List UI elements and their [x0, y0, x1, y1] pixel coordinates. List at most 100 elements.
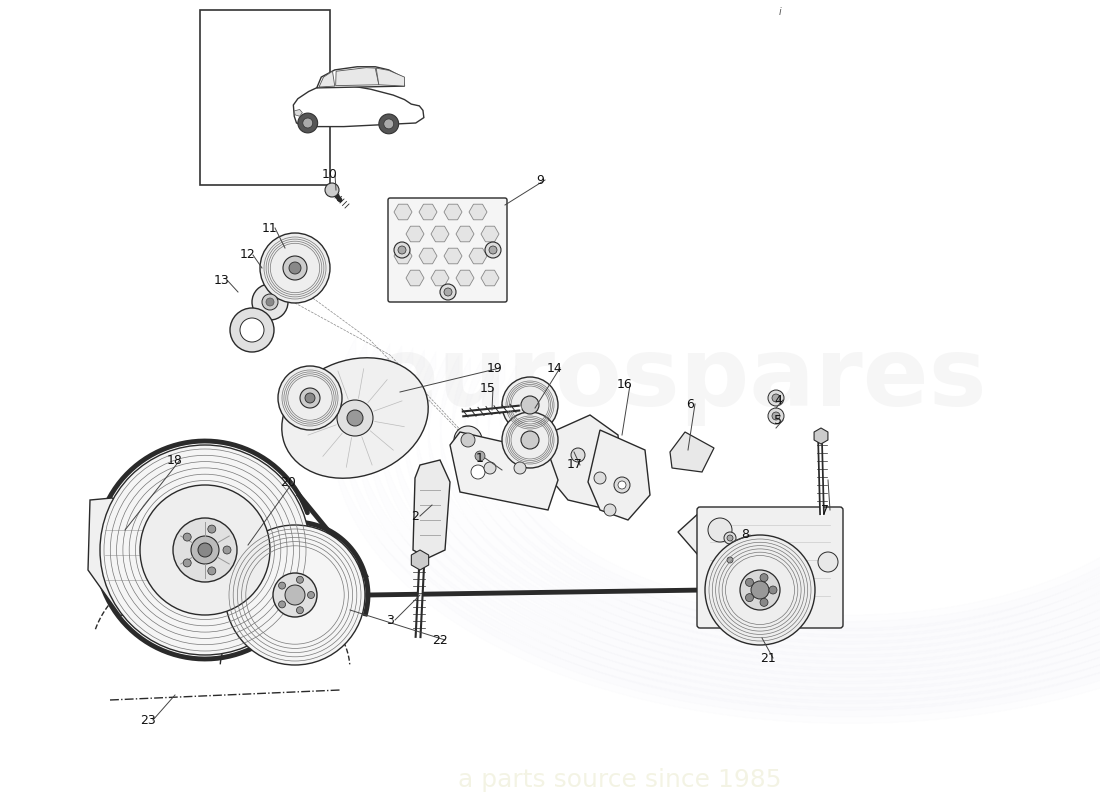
Circle shape: [502, 412, 558, 468]
Circle shape: [240, 318, 264, 342]
Circle shape: [454, 426, 482, 454]
Text: 5: 5: [774, 414, 782, 426]
Circle shape: [223, 546, 231, 554]
Circle shape: [614, 477, 630, 493]
Text: 8: 8: [741, 529, 749, 542]
Circle shape: [708, 518, 732, 542]
Text: 19: 19: [487, 362, 503, 374]
Circle shape: [260, 233, 330, 303]
Circle shape: [604, 504, 616, 516]
Circle shape: [230, 308, 274, 352]
Text: 20: 20: [280, 475, 296, 489]
Circle shape: [740, 570, 780, 610]
Bar: [200, 10, 330, 185]
Circle shape: [618, 481, 626, 489]
Text: 2: 2: [411, 510, 419, 522]
Circle shape: [266, 298, 274, 306]
Circle shape: [278, 582, 286, 589]
Text: 16: 16: [617, 378, 632, 391]
Circle shape: [705, 535, 815, 645]
Circle shape: [724, 532, 736, 544]
Polygon shape: [670, 432, 714, 472]
Text: 14: 14: [547, 362, 563, 374]
FancyBboxPatch shape: [388, 198, 507, 302]
Text: i: i: [779, 7, 781, 17]
Circle shape: [346, 410, 363, 426]
Circle shape: [296, 576, 304, 583]
Circle shape: [772, 394, 780, 402]
Circle shape: [727, 557, 733, 563]
Circle shape: [760, 574, 768, 582]
Text: 18: 18: [167, 454, 183, 466]
Circle shape: [594, 472, 606, 484]
Circle shape: [324, 183, 339, 197]
Circle shape: [302, 118, 312, 128]
Polygon shape: [412, 460, 450, 558]
Circle shape: [184, 533, 191, 541]
Circle shape: [772, 412, 780, 420]
Circle shape: [384, 119, 394, 129]
Circle shape: [475, 451, 485, 461]
Circle shape: [394, 242, 410, 258]
Circle shape: [751, 581, 769, 599]
Text: 4: 4: [774, 394, 782, 406]
Polygon shape: [450, 432, 558, 510]
Circle shape: [278, 601, 286, 608]
Circle shape: [305, 393, 315, 403]
Circle shape: [298, 113, 318, 133]
Text: 3: 3: [386, 614, 394, 626]
Circle shape: [191, 536, 219, 564]
Ellipse shape: [282, 358, 428, 478]
Circle shape: [337, 400, 373, 436]
Text: 6: 6: [686, 398, 694, 410]
Text: 7: 7: [821, 503, 829, 517]
Circle shape: [140, 485, 270, 615]
Polygon shape: [588, 430, 650, 520]
Circle shape: [502, 377, 558, 433]
Circle shape: [252, 284, 288, 320]
Circle shape: [278, 366, 342, 430]
Circle shape: [463, 457, 493, 487]
Circle shape: [521, 431, 539, 449]
Text: 22: 22: [432, 634, 448, 646]
Circle shape: [398, 246, 406, 254]
Circle shape: [173, 518, 236, 582]
Text: 11: 11: [262, 222, 278, 234]
Text: 23: 23: [140, 714, 156, 726]
Circle shape: [283, 256, 307, 280]
Text: 15: 15: [480, 382, 496, 394]
Circle shape: [285, 585, 305, 605]
Circle shape: [769, 586, 777, 594]
Text: 21: 21: [760, 651, 775, 665]
Circle shape: [818, 552, 838, 572]
Text: 10: 10: [322, 169, 338, 182]
Polygon shape: [317, 66, 405, 88]
Text: a parts source since 1985: a parts source since 1985: [459, 768, 782, 792]
Circle shape: [760, 598, 768, 606]
Circle shape: [471, 465, 485, 479]
Polygon shape: [294, 85, 424, 126]
Text: 9: 9: [536, 174, 543, 186]
Text: 17: 17: [568, 458, 583, 471]
Circle shape: [514, 462, 526, 474]
Text: 1: 1: [476, 451, 484, 465]
Circle shape: [521, 396, 539, 414]
FancyBboxPatch shape: [697, 507, 843, 628]
Circle shape: [296, 606, 304, 614]
Circle shape: [444, 288, 452, 296]
Polygon shape: [376, 68, 405, 86]
Circle shape: [273, 573, 317, 617]
Circle shape: [727, 535, 733, 541]
Text: 12: 12: [240, 249, 256, 262]
Polygon shape: [319, 71, 334, 87]
Circle shape: [198, 543, 212, 557]
Circle shape: [485, 242, 501, 258]
Circle shape: [768, 390, 784, 406]
Circle shape: [461, 433, 475, 447]
Circle shape: [208, 567, 216, 575]
Polygon shape: [678, 512, 745, 565]
Circle shape: [440, 284, 456, 300]
Polygon shape: [88, 498, 178, 620]
Circle shape: [571, 448, 585, 462]
Circle shape: [768, 408, 784, 424]
